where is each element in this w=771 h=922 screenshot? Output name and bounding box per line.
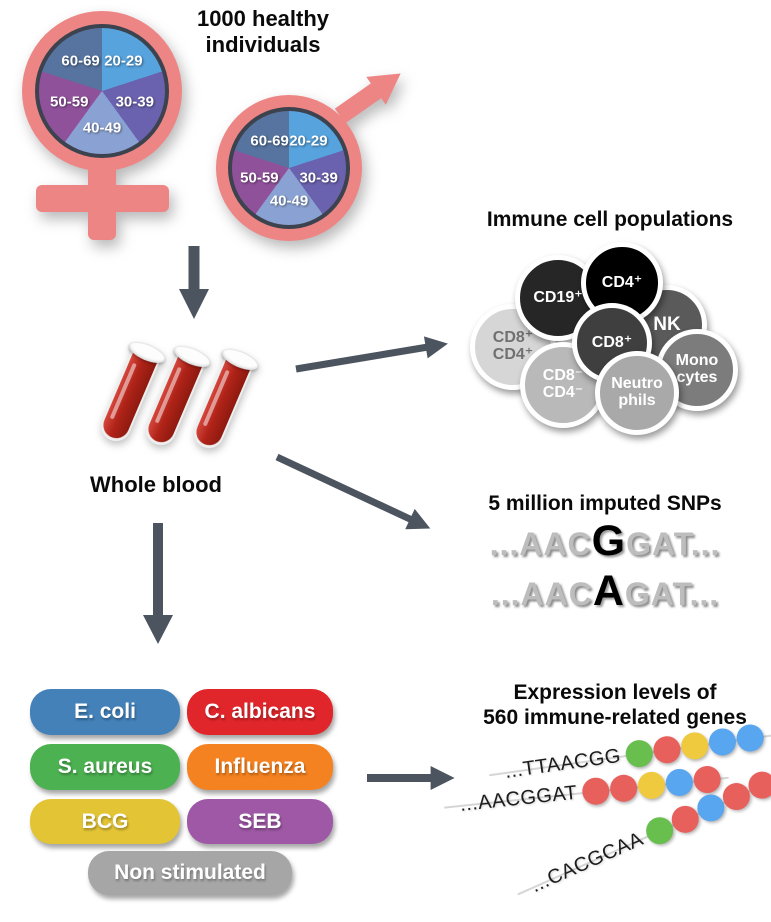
expression-title: Expression levels of 560 immune-related … (455, 680, 771, 730)
female-symbol-ring: 20-29 30-39 40-49 50-59 60-69 (22, 11, 182, 171)
stimulus-non-stimulated: Non stimulated (88, 851, 292, 895)
female-symbol-crossbar (36, 185, 169, 212)
yellow-expression-dot-icon (679, 730, 710, 761)
blue-expression-dot-icon (706, 726, 738, 757)
male-symbol-arrow (334, 59, 411, 124)
male-pie-label-50-59: 50-59 (240, 169, 279, 187)
female-pie-label-50-59: 50-59 (50, 93, 89, 111)
red-expression-dot-icon (608, 772, 639, 803)
arrow-blood-to-cells (295, 336, 448, 373)
immune-cells-title: Immune cell populations (486, 208, 734, 231)
snp2-variant-letter: A (592, 567, 625, 615)
female-age-pie: 20-29 30-39 40-49 50-59 60-69 (35, 24, 169, 158)
male-age-pie: 20-29 30-39 40-49 50-59 60-69 (228, 107, 350, 229)
snp2-prefix: ...AAC (490, 576, 593, 612)
snp1-variant-letter: G (591, 517, 627, 565)
snp1-suffix: GAT... (626, 526, 721, 562)
male-pie-label-40-49: 40-49 (269, 192, 309, 210)
stimulus-ecoli: E. coli (30, 689, 180, 735)
page-title: 1000 healthy individuals (156, 6, 370, 58)
expression-title-line1: Expression levels of (513, 681, 717, 704)
red-expression-dot-icon (580, 775, 611, 806)
arrow-blood-to-stimuli (143, 523, 173, 644)
stimulus-calbicans: C. albicans (187, 689, 333, 735)
female-pie-label-20-29: 20-29 (104, 52, 143, 70)
stimulus-influenza: Influenza (187, 744, 333, 790)
male-symbol-icon: 20-29 30-39 40-49 50-59 60-69 (0, 0, 430, 260)
female-pie-label-40-49: 40-49 (82, 119, 122, 137)
stimulus-bcg: BCG (30, 799, 180, 844)
snp1-prefix: ...AAC (489, 526, 592, 562)
stimulus-seb: SEB (187, 799, 333, 844)
snps-title: 5 million imputed SNPs (488, 492, 722, 515)
expression-title-line2: 560 immune-related genes (483, 706, 747, 729)
male-pie-label-60-69: 60-69 (250, 132, 289, 150)
snp2-suffix: GAT... (624, 576, 720, 612)
green-expression-dot-icon (623, 737, 655, 769)
blue-expression-dot-icon (664, 767, 695, 797)
expression-sequence: ...CACGCAA (527, 827, 647, 897)
snp-sequence-1: ...AACGGAT... (440, 520, 770, 571)
male-symbol-ring: 20-29 30-39 40-49 50-59 60-69 (216, 95, 362, 241)
whole-blood-label: Whole blood (90, 472, 222, 497)
page-title-line2: individuals (205, 32, 321, 57)
stimulus-saureus: S. aureus (30, 744, 180, 790)
female-pie-label-60-69: 60-69 (61, 52, 100, 70)
snp-sequences: ...AACGGAT... ...AACAGAT... (440, 520, 770, 621)
female-symbol-icon: 20-29 30-39 40-49 50-59 60-69 (0, 0, 220, 250)
male-pie-label-30-39: 30-39 (299, 169, 338, 187)
arrow-individuals-to-blood (179, 246, 209, 319)
page-title-line1: 1000 healthy (196, 6, 330, 31)
cell-neutrophils: Neutro phils (595, 351, 679, 435)
yellow-expression-dot-icon (636, 770, 667, 800)
red-expression-dot-icon (651, 734, 683, 765)
male-pie-label-20-29: 20-29 (289, 132, 328, 150)
expression-sequence: ...AACGGAT (458, 781, 579, 816)
snp-sequence-2: ...AACAGAT... (440, 570, 770, 621)
arrow-stimuli-to-expression (367, 766, 455, 790)
blue-expression-dot-icon (734, 722, 766, 753)
female-pie-label-30-39: 30-39 (115, 93, 154, 111)
arrow-blood-to-snps (275, 453, 431, 530)
